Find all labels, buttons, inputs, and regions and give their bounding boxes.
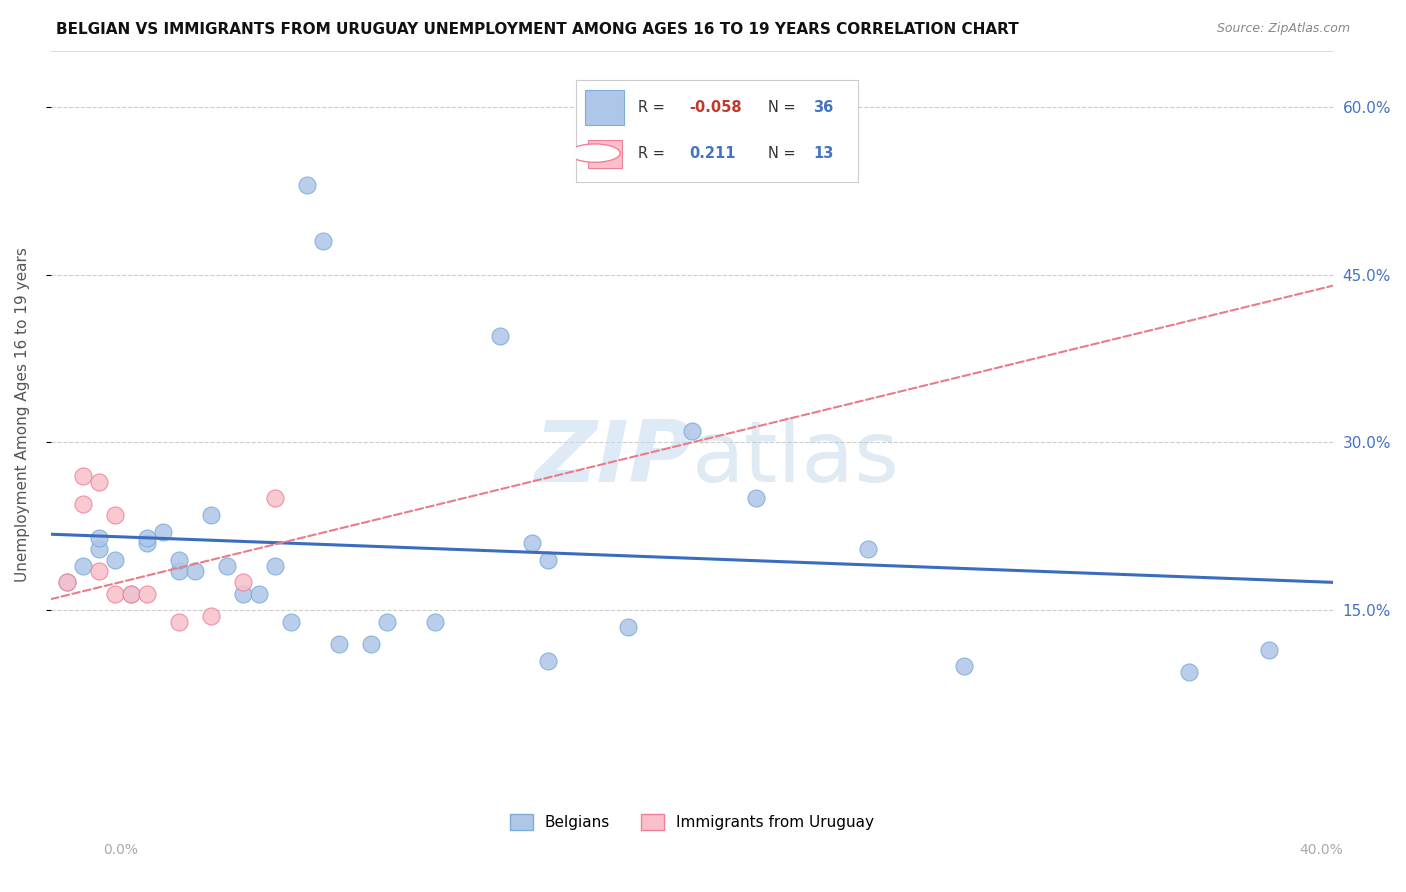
Point — [120, 586, 142, 600]
Text: Source: ZipAtlas.com: Source: ZipAtlas.com — [1216, 22, 1350, 36]
Point — [328, 637, 350, 651]
Point — [375, 615, 398, 629]
Point — [87, 475, 110, 489]
Text: 0.0%: 0.0% — [103, 843, 138, 857]
Point — [72, 497, 94, 511]
Point — [120, 586, 142, 600]
Point — [360, 637, 382, 651]
Point — [264, 491, 287, 506]
Point — [536, 553, 558, 567]
Point — [136, 536, 159, 550]
Point — [72, 469, 94, 483]
Point — [104, 553, 127, 567]
Text: BELGIAN VS IMMIGRANTS FROM URUGUAY UNEMPLOYMENT AMONG AGES 16 TO 19 YEARS CORREL: BELGIAN VS IMMIGRANTS FROM URUGUAY UNEMP… — [56, 22, 1019, 37]
Point — [280, 615, 302, 629]
Point — [536, 654, 558, 668]
Point — [200, 508, 222, 523]
Point — [200, 608, 222, 623]
Point — [104, 508, 127, 523]
Point — [232, 575, 254, 590]
Point — [136, 586, 159, 600]
Point — [152, 524, 174, 539]
Y-axis label: Unemployment Among Ages 16 to 19 years: Unemployment Among Ages 16 to 19 years — [15, 247, 30, 582]
Point — [488, 329, 510, 343]
Point — [104, 586, 127, 600]
Point — [167, 564, 190, 578]
Point — [312, 234, 335, 248]
Point — [793, 105, 815, 120]
Point — [87, 541, 110, 556]
Point — [856, 541, 879, 556]
Point — [1257, 642, 1279, 657]
Point — [56, 575, 79, 590]
Point — [167, 615, 190, 629]
Point — [745, 491, 768, 506]
Point — [953, 659, 976, 673]
Point — [56, 575, 79, 590]
Point — [520, 536, 543, 550]
Point — [232, 586, 254, 600]
Point — [681, 424, 703, 438]
Point — [297, 178, 319, 192]
Point — [247, 586, 270, 600]
Point — [264, 558, 287, 573]
Point — [425, 615, 447, 629]
Point — [217, 558, 239, 573]
Text: 40.0%: 40.0% — [1299, 843, 1343, 857]
Point — [184, 564, 207, 578]
Legend: Belgians, Immigrants from Uruguay: Belgians, Immigrants from Uruguay — [503, 808, 880, 836]
Point — [87, 531, 110, 545]
Point — [1177, 665, 1199, 679]
Point — [616, 620, 638, 634]
Point — [136, 531, 159, 545]
Point — [167, 553, 190, 567]
Point — [87, 564, 110, 578]
Point — [72, 558, 94, 573]
Text: atlas: atlas — [692, 417, 900, 500]
Text: ZIP: ZIP — [534, 417, 692, 500]
